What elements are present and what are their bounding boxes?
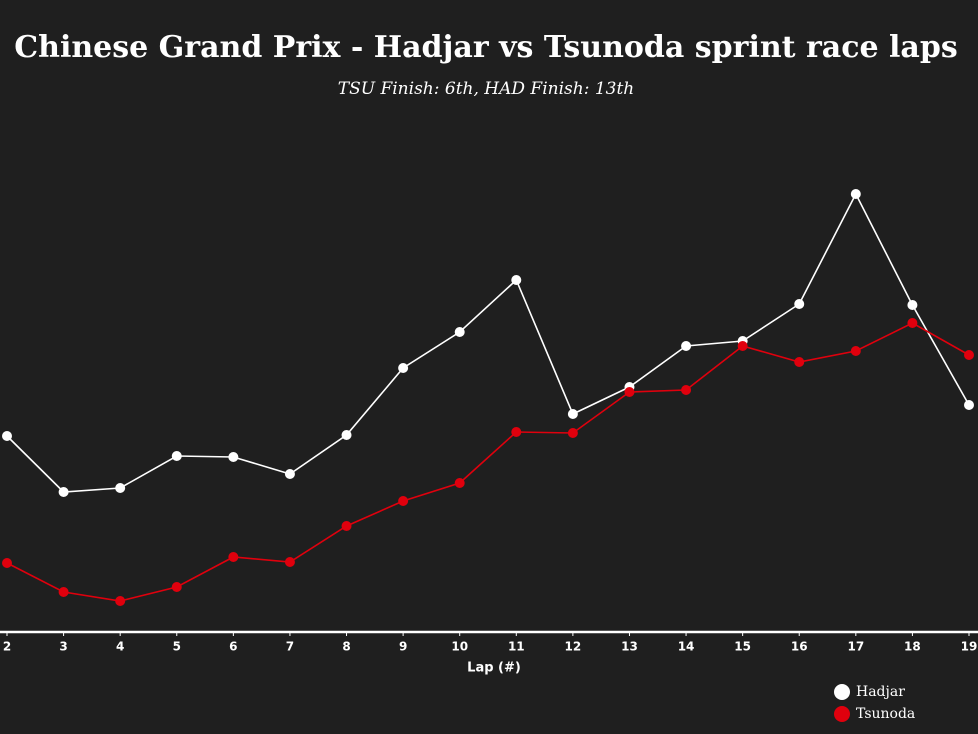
data-point: [454, 478, 465, 488]
series-line: [6, 192, 970, 493]
legend-marker: [834, 684, 850, 700]
x-tick-label: 11: [508, 640, 525, 654]
data-point: [58, 587, 69, 597]
x-tick-label: 18: [904, 640, 921, 654]
data-point: [2, 558, 12, 568]
x-tick-label: 19: [961, 640, 978, 654]
data-point: [794, 299, 805, 309]
data-point: [737, 341, 748, 351]
x-tick-label: 3: [59, 640, 67, 654]
chart-title: Chinese Grand Prix - Hadjar vs Tsunoda s…: [14, 30, 957, 65]
data-point: [567, 409, 578, 419]
data-point: [964, 350, 974, 360]
x-tick-label: 2: [3, 640, 11, 654]
legend-marker: [834, 706, 850, 722]
x-tick-label: 8: [342, 640, 350, 654]
data-point: [2, 431, 12, 441]
data-point: [284, 469, 295, 479]
data-point: [398, 363, 409, 373]
data-point: [115, 596, 126, 606]
legend-label: Hadjar: [856, 684, 905, 700]
data-point: [681, 341, 692, 351]
data-point: [341, 430, 352, 440]
data-point: [454, 327, 465, 337]
data-point: [907, 318, 918, 328]
x-tick-label: 10: [451, 640, 468, 654]
x-tick-label: 14: [678, 640, 695, 654]
data-point: [850, 346, 861, 356]
legend-label: Tsunoda: [856, 706, 915, 722]
data-point: [624, 387, 635, 397]
data-point: [228, 452, 239, 462]
x-tick-label: 5: [173, 640, 181, 654]
data-point: [907, 300, 918, 310]
data-point: [398, 496, 409, 506]
data-point: [794, 357, 805, 367]
data-point: [284, 557, 295, 567]
x-axis-label: Lap (#): [467, 661, 521, 676]
data-point: [511, 275, 522, 285]
data-point: [511, 427, 522, 437]
x-tick-label: 12: [565, 640, 582, 654]
x-tick-label: 7: [286, 640, 294, 654]
data-point: [171, 451, 182, 461]
data-point: [341, 521, 352, 531]
data-point: [850, 189, 861, 199]
x-tick-label: 9: [399, 640, 407, 654]
data-point: [681, 385, 692, 395]
x-tick-label: 6: [229, 640, 237, 654]
data-point: [228, 552, 239, 562]
x-tick-label: 17: [847, 640, 864, 654]
x-tick-label: 15: [734, 640, 751, 654]
data-point: [964, 400, 974, 410]
series-line: [6, 322, 970, 602]
chart-subtitle: TSU Finish: 6th, HAD Finish: 13th: [338, 79, 635, 99]
data-point: [58, 487, 69, 497]
x-tick-label: 16: [791, 640, 808, 654]
data-point: [171, 582, 182, 592]
x-tick-label: 4: [116, 640, 124, 654]
x-tick-label: 13: [621, 640, 638, 654]
data-point: [115, 483, 126, 493]
data-point: [567, 428, 578, 438]
